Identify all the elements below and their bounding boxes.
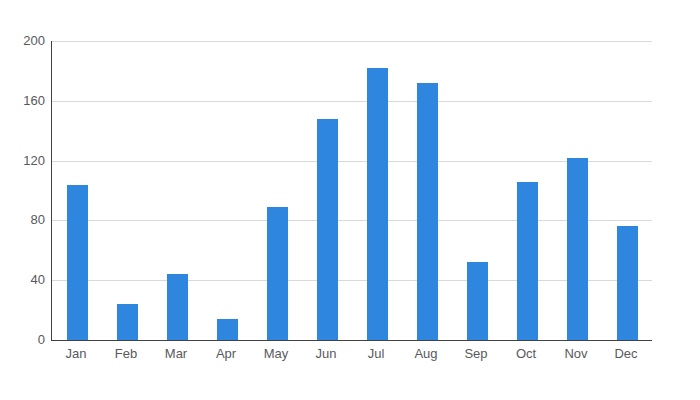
grid-line <box>52 161 652 162</box>
x-tick-label: Feb <box>101 346 151 362</box>
plot-area <box>51 41 652 341</box>
bar-mar <box>167 274 188 340</box>
y-tick-label: 160 <box>0 93 45 109</box>
bar-nov <box>567 158 588 340</box>
y-tick-label: 0 <box>0 332 45 348</box>
grid-line <box>52 280 652 281</box>
bar-jul <box>367 68 388 340</box>
x-tick-label: Jun <box>301 346 351 362</box>
bar-apr <box>217 319 238 340</box>
bar-jun <box>317 119 338 340</box>
y-tick-label: 200 <box>0 33 45 49</box>
y-tick-label: 120 <box>0 153 45 169</box>
x-tick-label: Jul <box>351 346 401 362</box>
grid-line <box>52 220 652 221</box>
bar-may <box>267 207 288 340</box>
bar-chart: 0 40 80 120 160 200 JanFebMarAprMayJunJulAugS… <box>0 0 700 400</box>
bar-aug <box>417 83 438 340</box>
grid-line <box>52 41 652 42</box>
bar-oct <box>517 182 538 340</box>
y-tick-label: 40 <box>0 272 45 288</box>
bar-jan <box>67 185 88 340</box>
bar-sep <box>467 262 488 340</box>
x-tick-label: May <box>251 346 301 362</box>
x-tick-label: Dec <box>601 346 651 362</box>
x-tick-label: Sep <box>451 346 501 362</box>
x-tick-label: Apr <box>201 346 251 362</box>
grid-line <box>52 101 652 102</box>
y-tick-label: 80 <box>0 212 45 228</box>
x-tick-label: Jan <box>51 346 101 362</box>
x-tick-label: Mar <box>151 346 201 362</box>
x-tick-label: Oct <box>501 346 551 362</box>
bar-dec <box>617 226 638 340</box>
x-tick-label: Aug <box>401 346 451 362</box>
bar-feb <box>117 304 138 340</box>
x-tick-label: Nov <box>551 346 601 362</box>
